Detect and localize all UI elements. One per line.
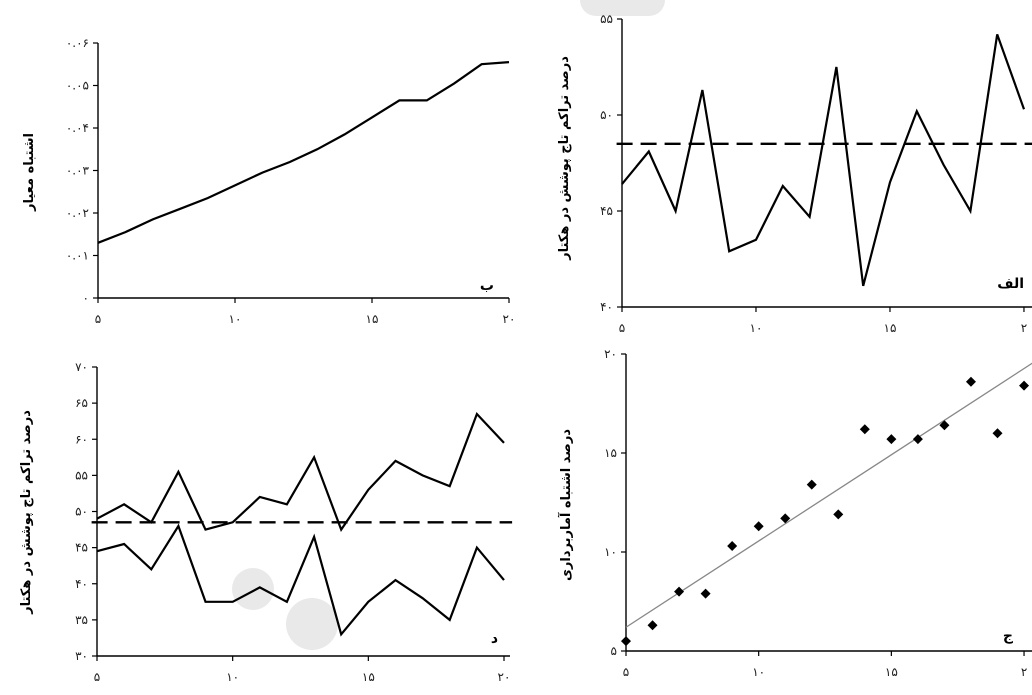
y-axis-label-jim: درصد اشتباه آماربرداری xyxy=(557,429,574,581)
scatter-point-jim xyxy=(621,636,631,647)
scatter-point-jim xyxy=(727,541,738,552)
y-axis-label-alef: درصد تراکم تاج پوشش در هکتار xyxy=(557,56,572,261)
y-tick-label-jim: ۱۵ xyxy=(604,446,617,460)
y-tick-label-be: ۰.۰۶ xyxy=(66,36,89,50)
series-line-dal xyxy=(96,411,505,532)
y-tick-label-be: ۰.۰۳ xyxy=(66,164,90,178)
scatter-point-jim xyxy=(674,586,685,597)
scatter-point-jim xyxy=(806,479,817,490)
x-tick-label-be: ۲۰ xyxy=(503,312,516,326)
scatter-point-jim xyxy=(965,376,976,387)
scatter-point-jim xyxy=(886,434,897,445)
series-line-dal xyxy=(96,523,505,637)
scatter-point-jim xyxy=(833,509,844,520)
y-tick-label-alef: ۴۵ xyxy=(600,204,613,218)
y-axis-label-dal: درصد تراکم تاج پوشش در هکتار xyxy=(19,410,34,615)
x-tick-label-be: ۱۵ xyxy=(366,312,379,326)
panel-label-be: ب xyxy=(480,278,494,294)
y-tick-label-dal: ۶۵ xyxy=(75,396,88,410)
panel-label-dal: د xyxy=(491,631,498,647)
y-tick-label-be: ۰.۰۵ xyxy=(66,79,89,93)
series-line-be xyxy=(97,61,510,244)
scatter-point-jim xyxy=(753,521,764,532)
x-tick-label-dal: ۲۰ xyxy=(498,670,511,684)
y-tick-label-dal: ۵۰ xyxy=(75,505,88,519)
x-tick-label-dal: ۵ xyxy=(94,670,100,684)
x-tick-label-dal: ۱۵ xyxy=(362,670,375,684)
watermark-shape xyxy=(286,598,338,650)
series-line-alef xyxy=(621,34,1026,287)
x-tick-label-be: ۵ xyxy=(95,312,101,326)
y-tick-label-alef: ۴۰ xyxy=(600,300,613,314)
y-tick-label-dal: ۶۰ xyxy=(75,432,88,446)
x-tick-label-alef: ۲ xyxy=(1021,321,1027,335)
scatter-point-jim xyxy=(1019,380,1030,391)
watermark-shape xyxy=(580,0,665,16)
y-tick-label-dal: ۴۵ xyxy=(75,541,88,555)
y-tick-label-dal: ۳۵ xyxy=(75,613,88,627)
scatter-point-jim xyxy=(700,588,711,599)
scatter-point-jim xyxy=(780,513,791,524)
scatter-point-jim xyxy=(992,428,1003,439)
y-tick-label-be: ۰.۰۲ xyxy=(66,206,89,220)
scatter-point-jim xyxy=(647,620,658,631)
y-axis-label-be: اشتباه معیار xyxy=(22,133,37,212)
scatter-point-jim xyxy=(939,420,950,431)
x-tick-label-alef: ۵ xyxy=(619,321,625,335)
x-tick-label-alef: ۱۵ xyxy=(884,321,897,335)
y-tick-label-jim: ۲۰ xyxy=(604,347,617,361)
y-tick-label-alef: ۵۰ xyxy=(600,108,613,122)
scatter-point-jim xyxy=(912,434,923,445)
panel-label-jim: ج xyxy=(1003,628,1014,644)
x-tick-label-alef: ۱۰ xyxy=(750,321,763,335)
scatter-point-jim xyxy=(859,424,870,435)
x-tick-label-jim: ۵ xyxy=(623,665,629,679)
y-tick-label-dal: ۷۰ xyxy=(75,360,88,374)
y-tick-label-alef: ۵۵ xyxy=(600,12,613,26)
x-tick-label-jim: ۱۵ xyxy=(885,665,898,679)
x-tick-label-be: ۱۰ xyxy=(229,312,242,326)
trendline-jim xyxy=(625,362,1032,628)
x-tick-label-dal: ۱۰ xyxy=(226,670,239,684)
y-tick-label-jim: ۱۰ xyxy=(604,545,617,559)
y-tick-label-dal: ۵۵ xyxy=(75,468,88,482)
panel-label-alef: الف xyxy=(997,276,1024,292)
x-tick-label-jim: ۱۰ xyxy=(752,665,765,679)
y-tick-label-jim: ۵ xyxy=(611,644,617,658)
watermark-shape xyxy=(232,568,274,610)
y-tick-label-be: ۰.۰۴ xyxy=(66,121,89,135)
y-tick-label-be: ۰.۰۱ xyxy=(66,249,89,263)
y-tick-label-dal: ۴۰ xyxy=(75,577,88,591)
x-tick-label-jim: ۲ xyxy=(1021,665,1027,679)
y-tick-label-be: ۰ xyxy=(83,291,89,305)
y-tick-label-dal: ۳۰ xyxy=(75,649,88,663)
